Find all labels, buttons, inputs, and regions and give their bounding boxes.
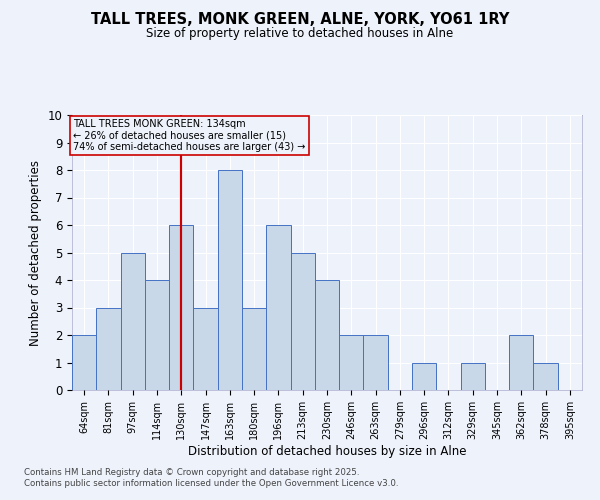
Y-axis label: Number of detached properties: Number of detached properties [29,160,42,346]
Bar [72,335,96,390]
Bar [315,280,339,390]
Bar [121,252,145,390]
Bar [266,225,290,390]
Text: TALL TREES, MONK GREEN, ALNE, YORK, YO61 1RY: TALL TREES, MONK GREEN, ALNE, YORK, YO61… [91,12,509,28]
Bar [364,335,388,390]
Bar [461,362,485,390]
Bar [96,308,121,390]
Bar [193,308,218,390]
Text: Size of property relative to detached houses in Alne: Size of property relative to detached ho… [146,28,454,40]
Bar [339,335,364,390]
Bar [533,362,558,390]
Bar [315,280,339,390]
Bar [193,308,218,390]
Bar [364,335,388,390]
X-axis label: Distribution of detached houses by size in Alne: Distribution of detached houses by size … [188,444,466,458]
Bar [121,252,145,390]
Bar [96,308,121,390]
Bar [242,308,266,390]
Bar [412,362,436,390]
Bar [169,225,193,390]
Bar [72,335,96,390]
Text: TALL TREES MONK GREEN: 134sqm
← 26% of detached houses are smaller (15)
74% of s: TALL TREES MONK GREEN: 134sqm ← 26% of d… [73,119,305,152]
Bar [290,252,315,390]
Bar [218,170,242,390]
Text: Contains HM Land Registry data © Crown copyright and database right 2025.
Contai: Contains HM Land Registry data © Crown c… [24,468,398,487]
Bar [242,308,266,390]
Bar [145,280,169,390]
Bar [218,170,242,390]
Bar [533,362,558,390]
Bar [412,362,436,390]
Bar [509,335,533,390]
Bar [509,335,533,390]
Bar [145,280,169,390]
Bar [339,335,364,390]
Bar [169,225,193,390]
Bar [461,362,485,390]
Bar [266,225,290,390]
Bar [290,252,315,390]
